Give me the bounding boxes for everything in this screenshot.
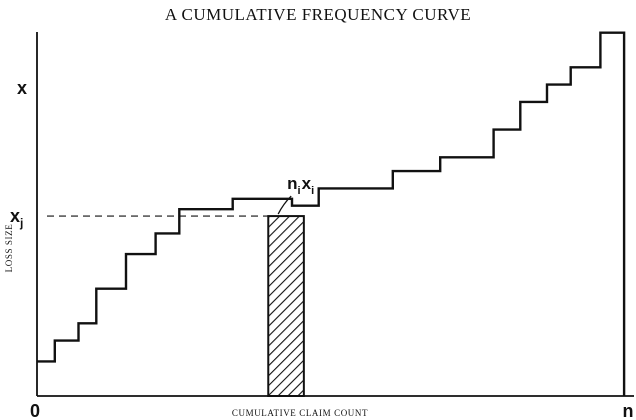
y-axis-label: LOSS SIZE [4,224,14,273]
shaded-strip [267,215,305,397]
annotation-leader-line [277,195,292,215]
x-tick-label-zero: 0 [30,401,40,420]
y-tick-label-x: x [17,78,27,98]
strip-annotation: nixi [287,174,314,197]
y-tick-label-xj: xj [10,206,23,230]
x-axis-label: CUMULATIVE CLAIM COUNT [232,408,368,418]
chart-title: A CUMULATIVE FREQUENCY CURVE [165,5,471,24]
x-tick-label-n: n [623,401,634,420]
step-curve [37,31,626,396]
